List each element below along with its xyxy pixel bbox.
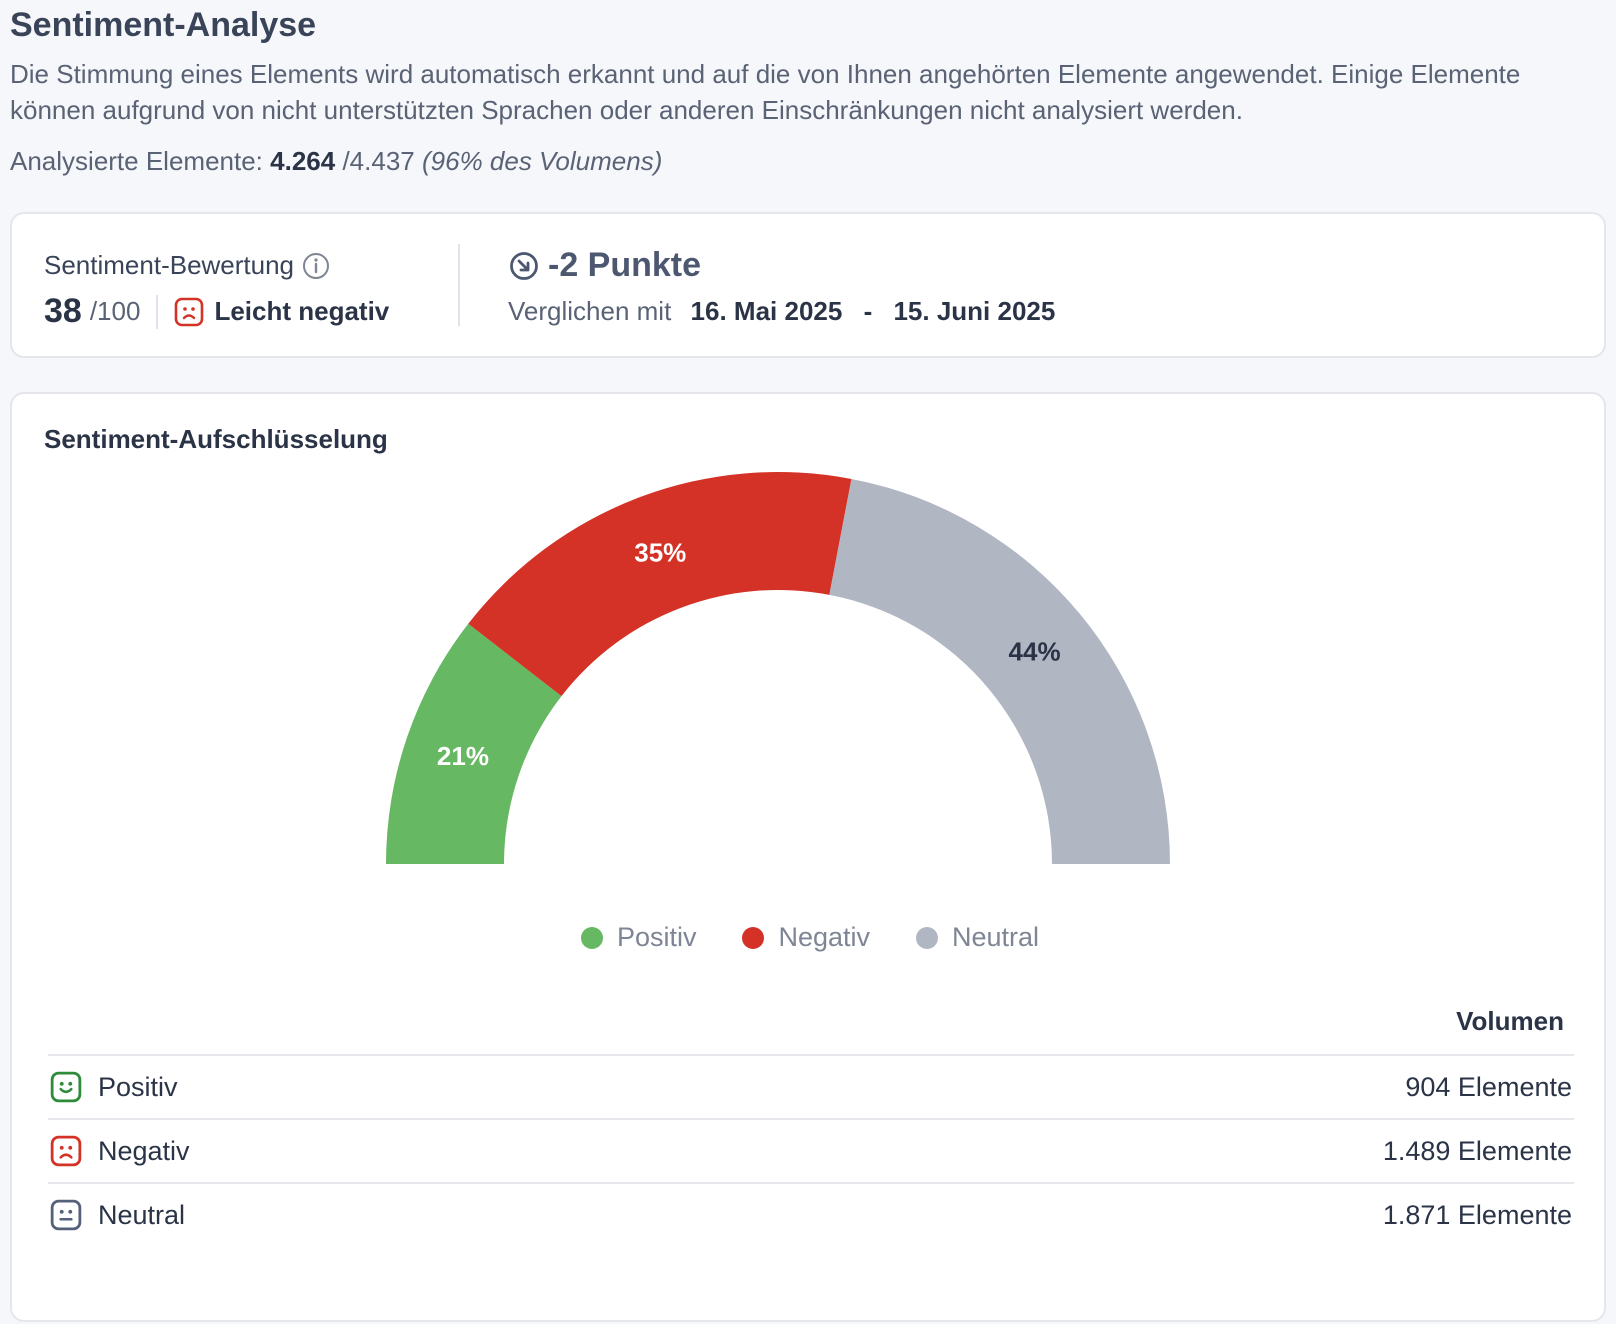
row-label-group: Neutral	[50, 1199, 185, 1231]
row-label: Negativ	[98, 1135, 190, 1166]
gauge-segment-negativ[interactable]	[468, 472, 852, 697]
happy-face-icon	[50, 1071, 82, 1103]
gauge-label-negativ: 35%	[634, 537, 686, 567]
legend-label-neutral: Neutral	[952, 922, 1040, 952]
page-description: Die Stimmung eines Elements wird automat…	[10, 59, 1521, 125]
table-row-negativ: Negativ 1.489 Elemente	[48, 1118, 1574, 1182]
legend-label-positiv: Positiv	[616, 922, 697, 952]
breakdown-table: Positiv 904 Elemente Negativ 1.489 Elemente…	[48, 1054, 1574, 1246]
analyzed-share: (96% des Volumens)	[421, 146, 663, 176]
row-volume: 1.871 Elemente	[1382, 1199, 1572, 1230]
legend-dot-positiv	[580, 926, 603, 949]
compare-separator: -	[863, 296, 873, 326]
legend-dot-neutral	[916, 926, 939, 949]
trend-row: -2 Punkte	[508, 246, 701, 285]
row-label: Positiv	[98, 1071, 178, 1102]
legend-dot-negativ	[742, 926, 765, 949]
breakdown-title: Sentiment-Aufschlüsselung	[44, 424, 388, 454]
sentiment-half-donut-chart: 21% 35% 44%	[386, 472, 1170, 864]
score-rating-badge: Leicht negativ	[174, 296, 389, 327]
analyzed-label: Analysierte Elemente:	[10, 146, 263, 176]
legend-label-negativ: Negativ	[778, 922, 871, 952]
gauge-label-neutral: 44%	[1009, 637, 1061, 667]
score-card-divider	[458, 244, 460, 326]
legend-item-neutral[interactable]: Neutral	[916, 922, 1039, 953]
table-row-neutral: Neutral 1.871 Elemente	[48, 1182, 1574, 1246]
score-label: Sentiment-Bewertung	[44, 250, 295, 280]
neutral-face-icon	[50, 1199, 82, 1231]
score-max: /100	[89, 296, 141, 326]
gauge-segment-neutral[interactable]	[829, 478, 1170, 864]
analyzed-total: /4.437	[342, 146, 415, 176]
score-value-row: 38 /100 Leicht negativ	[44, 292, 389, 331]
trend-value: -2 Punkte	[548, 246, 702, 284]
score-label-row: Sentiment-Bewertung	[44, 250, 330, 281]
legend-item-positiv[interactable]: Positiv	[580, 922, 697, 953]
compare-label: Verglichen mit	[508, 296, 672, 326]
row-label-group: Negativ	[50, 1135, 190, 1167]
row-volume: 904 Elemente	[1405, 1071, 1572, 1102]
score-rating: Leicht negativ	[214, 296, 390, 326]
analyzed-summary: Analysierte Elemente: 4.264 /4.437 (96% …	[10, 146, 662, 177]
row-label: Neutral	[98, 1199, 186, 1230]
volume-header: Volumen	[1456, 1006, 1564, 1036]
row-volume: 1.489 Elemente	[1382, 1135, 1572, 1166]
score-divider	[156, 294, 159, 329]
legend-item-negativ[interactable]: Negativ	[742, 922, 870, 953]
chart-legend: Positiv Negativ Neutral	[12, 922, 1608, 953]
sad-face-icon	[174, 297, 204, 327]
score-value: 38	[44, 292, 82, 330]
sad-face-icon	[50, 1135, 82, 1167]
compare-end-date: 15. Juni 2025	[893, 296, 1056, 326]
table-row-positiv: Positiv 904 Elemente	[48, 1054, 1574, 1118]
gauge-segment-positiv[interactable]	[386, 623, 562, 864]
arrow-down-right-circle-icon	[508, 250, 540, 282]
row-label-group: Positiv	[50, 1071, 178, 1103]
info-icon[interactable]	[302, 252, 330, 280]
compare-row: Verglichen mit 16. Mai 2025 - 15. Juni 2…	[508, 296, 1055, 327]
gauge-label-positiv: 21%	[437, 741, 489, 771]
compare-start-date: 16. Mai 2025	[690, 296, 843, 326]
sentiment-breakdown-card: Sentiment-Aufschlüsselung 21% 35% 44% Posi…	[10, 392, 1606, 1322]
page-title: Sentiment-Analyse	[10, 6, 317, 44]
analyzed-count: 4.264	[270, 146, 336, 176]
sentiment-score-card: Sentiment-Bewertung 38 /100	[10, 212, 1606, 358]
